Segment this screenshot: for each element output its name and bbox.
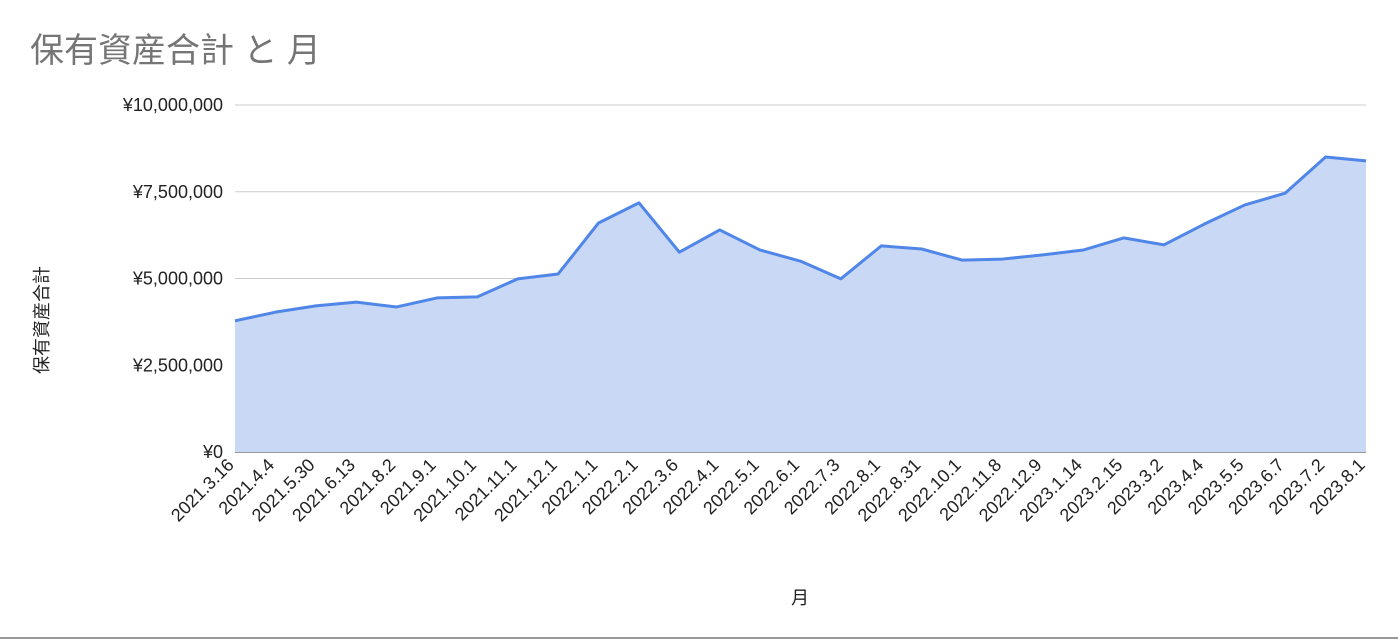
chart-title: 保有資産合計 と 月 xyxy=(30,32,321,70)
y-axis-title: 保有資産合計 xyxy=(32,266,52,374)
area-fill xyxy=(235,157,1366,453)
x-axis-title: 月 xyxy=(791,588,809,608)
y-tick-label: ¥2,500,000 xyxy=(132,355,223,375)
y-tick-label: ¥5,000,000 xyxy=(132,269,223,289)
area-line xyxy=(234,155,1367,323)
y-tick-label: ¥7,500,000 xyxy=(132,182,223,202)
y-tick-label: ¥10,000,000 xyxy=(122,95,223,115)
y-tick-label: ¥0 xyxy=(202,442,223,462)
